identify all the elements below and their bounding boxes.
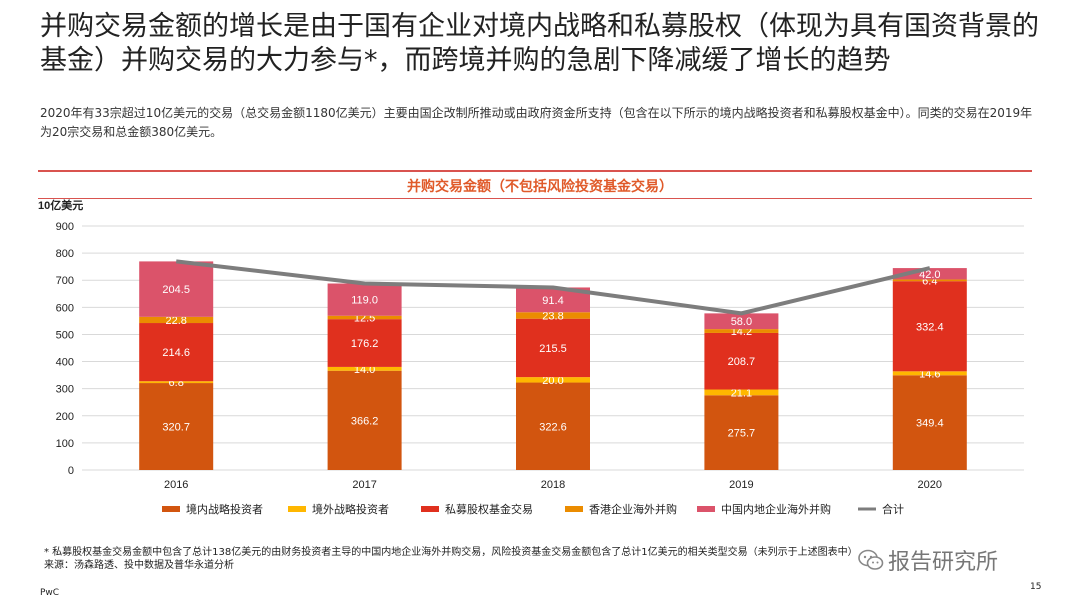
x-tick-label: 2019 (729, 479, 753, 491)
y-tick-label: 0 (68, 465, 74, 477)
bar-segment (139, 316, 214, 324)
legend-swatch (421, 506, 439, 512)
brand-label: PwC (40, 588, 60, 598)
x-tick-label: 2017 (352, 479, 376, 491)
total-line (175, 259, 931, 316)
y-tick-label: 800 (56, 248, 74, 260)
bar-value-label: 22.8 (165, 315, 186, 327)
bar-value-label: 21.1 (731, 387, 752, 399)
bar-segment (892, 371, 967, 376)
bar-value-label: 176.2 (351, 338, 379, 350)
bar-value-label: 20.0 (542, 375, 563, 387)
bar-value-label: 275.7 (728, 428, 756, 440)
chart-svg: 10亿美元0100200300400500600700800900320.76.… (38, 198, 1024, 516)
bar-value-label: 332.4 (916, 321, 944, 333)
legend-label: 境内战略投资者 (186, 502, 263, 516)
bar-segment (704, 313, 779, 330)
bar-value-label: 23.8 (542, 310, 563, 322)
legend-label: 香港企业海外并购 (589, 502, 677, 516)
legend-swatch (697, 506, 715, 512)
legend-label: 合计 (882, 502, 904, 516)
footnote-note: * 私募股权基金交易金额中包含了总计138亿美元的由财务投资者主导的中国内地企业… (44, 547, 858, 558)
bar-value-label: 215.5 (539, 343, 567, 355)
y-axis-unit-label: 10亿美元 (38, 198, 83, 212)
bar-value-label: 42.0 (919, 269, 940, 281)
y-tick-label: 600 (56, 302, 74, 314)
bar-segment (139, 323, 214, 382)
top-rule (38, 170, 1032, 172)
bar-segment (327, 370, 402, 470)
bar-segment (327, 315, 402, 320)
bar-segment (516, 377, 590, 383)
bar-segment (327, 283, 402, 316)
legend-label: 境外战略投资者 (312, 502, 389, 516)
legend-label: 中国内地企业海外并购 (721, 502, 831, 516)
x-tick-label: 2020 (918, 479, 942, 491)
chart-title: 并购交易金额（不包括风险投资基金交易） (407, 179, 673, 195)
legend-swatch (565, 506, 583, 512)
bar-value-label: 320.7 (162, 422, 190, 434)
footnote: * 私募股权基金交易金额中包含了总计138亿美元的由财务投资者主导的中国内地企业… (44, 546, 924, 572)
bar-segment (139, 381, 214, 384)
y-tick-label: 700 (56, 275, 74, 287)
bar-value-label: 119.0 (351, 295, 378, 307)
bar-segment (892, 375, 967, 470)
bar-segment (516, 318, 590, 378)
page-subtitle: 2020年有33宗超过10亿美元的交易（总交易金额1180亿美元）主要由国企改制… (40, 106, 1033, 139)
bar-segment (892, 279, 967, 282)
bar-value-label: 204.5 (162, 284, 190, 296)
bar-value-label: 349.4 (916, 418, 944, 430)
bar-segment (516, 312, 590, 319)
bar-segment (704, 395, 779, 470)
legend-swatch (162, 506, 180, 512)
chart-title-rule (38, 198, 1032, 199)
bar-value-label: 366.2 (351, 415, 379, 427)
watermark-text: 报告研究所 (888, 550, 999, 575)
bar-segment (139, 261, 214, 317)
bar-value-label: 322.6 (539, 421, 567, 433)
y-tick-label: 900 (56, 221, 74, 233)
bar-value-label: 91.4 (542, 295, 563, 307)
bar-value-label: 58.0 (731, 316, 752, 328)
y-tick-label: 400 (56, 357, 74, 369)
bar-segment (704, 332, 779, 390)
bar-segment (327, 319, 402, 367)
y-tick-label: 200 (56, 411, 74, 423)
x-tick-label: 2016 (164, 479, 188, 491)
y-tick-label: 100 (56, 438, 74, 450)
wechat-icon (858, 549, 884, 570)
x-tick-label: 2018 (541, 479, 565, 491)
bar-segment (327, 366, 402, 371)
bar-value-label: 208.7 (728, 356, 756, 368)
bar-segment (704, 329, 779, 333)
page-title: 并购交易金额的增长是由于国有企业对境内战略和私募股权（体现为具有国资背景的基金）… (40, 11, 1039, 76)
legend-label: 私募股权基金交易 (445, 502, 533, 516)
bar-segment (704, 389, 779, 396)
bar-segment (139, 383, 214, 470)
y-tick-label: 500 (56, 329, 74, 341)
bar-value-label: 214.6 (162, 347, 190, 359)
legend-swatch (288, 506, 306, 512)
footnote-source: 来源：汤森路透、投中数据及普华永道分析 (44, 560, 234, 571)
y-tick-label: 300 (56, 384, 74, 396)
bar-segment (892, 281, 967, 372)
bar-segment (892, 268, 967, 280)
bar-segment (516, 382, 590, 470)
page-number: 15 (1030, 582, 1042, 592)
watermark: 报告研究所 (858, 544, 998, 576)
